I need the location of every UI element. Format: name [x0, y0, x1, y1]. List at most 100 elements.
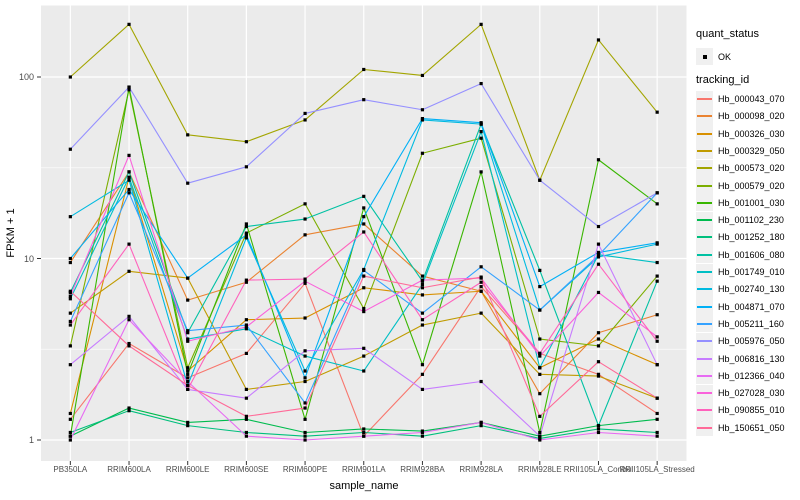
data-point — [596, 250, 601, 255]
legend-item-label: Hb_000326_030 — [718, 128, 785, 139]
series-color-line-icon — [697, 392, 712, 395]
data-point — [303, 430, 307, 435]
legend-key-swatch — [696, 263, 713, 281]
legend-key-swatch — [696, 332, 713, 350]
legend-item-Hb_004871_070: Hb_004871_070 — [696, 298, 785, 316]
series-color-line-icon — [697, 322, 712, 325]
data-point — [362, 222, 366, 226]
data-point — [303, 118, 307, 122]
data-point — [244, 165, 248, 169]
series-color-line-icon — [697, 271, 712, 273]
legend-item-Hb_000579_020: Hb_000579_020 — [696, 177, 785, 194]
x-tick-label-RRIM928LE: RRIM928LE — [517, 465, 562, 474]
data-point — [186, 379, 190, 384]
data-point — [303, 217, 307, 221]
series-color-line-icon — [697, 357, 712, 360]
data-point — [362, 346, 366, 350]
data-point — [479, 311, 483, 315]
data-point — [68, 363, 72, 367]
data-point — [479, 289, 483, 293]
legend-item-Hb_012366_040: Hb_012366_040 — [696, 367, 785, 385]
data-point — [655, 411, 659, 416]
data-point — [244, 140, 248, 144]
series-color-line-icon — [697, 149, 712, 152]
points-Hb_150651_050 — [68, 274, 659, 418]
series-color-line-icon — [697, 236, 712, 239]
data-point — [186, 420, 190, 425]
x-tick-label-RRIM600LA: RRIM600LA — [107, 465, 151, 474]
data-point — [420, 372, 425, 376]
data-point — [538, 354, 542, 358]
legend-key-swatch — [696, 159, 713, 177]
legend-item-Hb_005211_160: Hb_005211_160 — [696, 315, 784, 333]
data-point — [596, 337, 601, 341]
data-point — [362, 274, 366, 278]
y-tick-label: 100 — [18, 72, 34, 82]
data-point — [420, 387, 425, 392]
data-point — [68, 434, 72, 438]
data-point — [655, 335, 659, 339]
data-point — [68, 319, 72, 324]
legend-item-Hb_005976_050: Hb_005976_050 — [696, 332, 785, 350]
data-point — [420, 363, 425, 367]
legend-key-swatch — [696, 228, 713, 246]
data-point — [186, 276, 190, 280]
legend-item-label: Hb_004871_070 — [718, 301, 785, 312]
data-point — [127, 318, 131, 322]
data-point — [244, 430, 248, 435]
data-point — [538, 430, 542, 435]
data-point — [127, 344, 131, 348]
series-color-line-icon — [697, 219, 712, 222]
series-color-line-icon — [697, 288, 712, 291]
legend-item-Hb_001102_230: Hb_001102_230 — [696, 211, 784, 229]
data-point — [596, 427, 601, 431]
data-point — [244, 396, 248, 400]
points-Hb_012366_040 — [68, 318, 659, 442]
x-axis-title: sample_name — [329, 480, 399, 492]
data-point — [68, 344, 72, 348]
points-Hb_005976_050 — [68, 81, 659, 229]
data-point — [479, 275, 483, 279]
data-point — [303, 281, 307, 285]
legend-item-label: Hb_000043_070 — [718, 94, 785, 104]
legend-item-label: Hb_001749_010 — [718, 267, 785, 277]
legend-item-label: Hb_001001_030 — [718, 197, 785, 208]
data-point — [362, 309, 366, 314]
data-point — [127, 170, 131, 174]
data-point — [68, 438, 72, 442]
data-point — [538, 434, 542, 438]
x-tick-label-RRIM901LA: RRIM901LA — [341, 465, 386, 474]
series-color-line-icon — [697, 98, 712, 100]
data-point — [655, 191, 659, 195]
data-point — [655, 260, 659, 265]
data-point — [244, 224, 248, 229]
data-point — [127, 406, 131, 410]
legend-item-Hb_090855_010: Hb_090855_010 — [696, 401, 785, 419]
legend-key-swatch — [696, 298, 713, 316]
legend-item-Hb_001606_080: Hb_001606_080 — [696, 246, 785, 264]
data-point — [420, 434, 425, 438]
data-point — [596, 242, 601, 246]
data-point — [127, 175, 131, 179]
x-tick-label-PB350LA: PB350LA — [53, 465, 88, 474]
x-tick-label-RRIM600SE: RRIM600SE — [224, 465, 269, 474]
data-point — [479, 130, 483, 134]
data-point — [538, 372, 542, 376]
data-point — [596, 290, 601, 295]
data-point — [538, 308, 542, 312]
data-point — [655, 279, 659, 283]
data-point — [303, 233, 307, 237]
legend-item-label: Hb_000098_020 — [718, 111, 785, 122]
data-point — [479, 136, 483, 140]
data-point — [186, 424, 190, 428]
data-point — [244, 278, 248, 282]
data-point — [244, 280, 248, 284]
data-point — [420, 116, 425, 121]
data-point — [479, 170, 483, 174]
data-point — [186, 372, 190, 376]
data-point — [186, 369, 190, 373]
data-point — [303, 354, 307, 358]
data-point — [420, 311, 425, 315]
data-point — [68, 430, 72, 435]
legend-item-Hb_000326_030: Hb_000326_030 — [696, 125, 785, 143]
